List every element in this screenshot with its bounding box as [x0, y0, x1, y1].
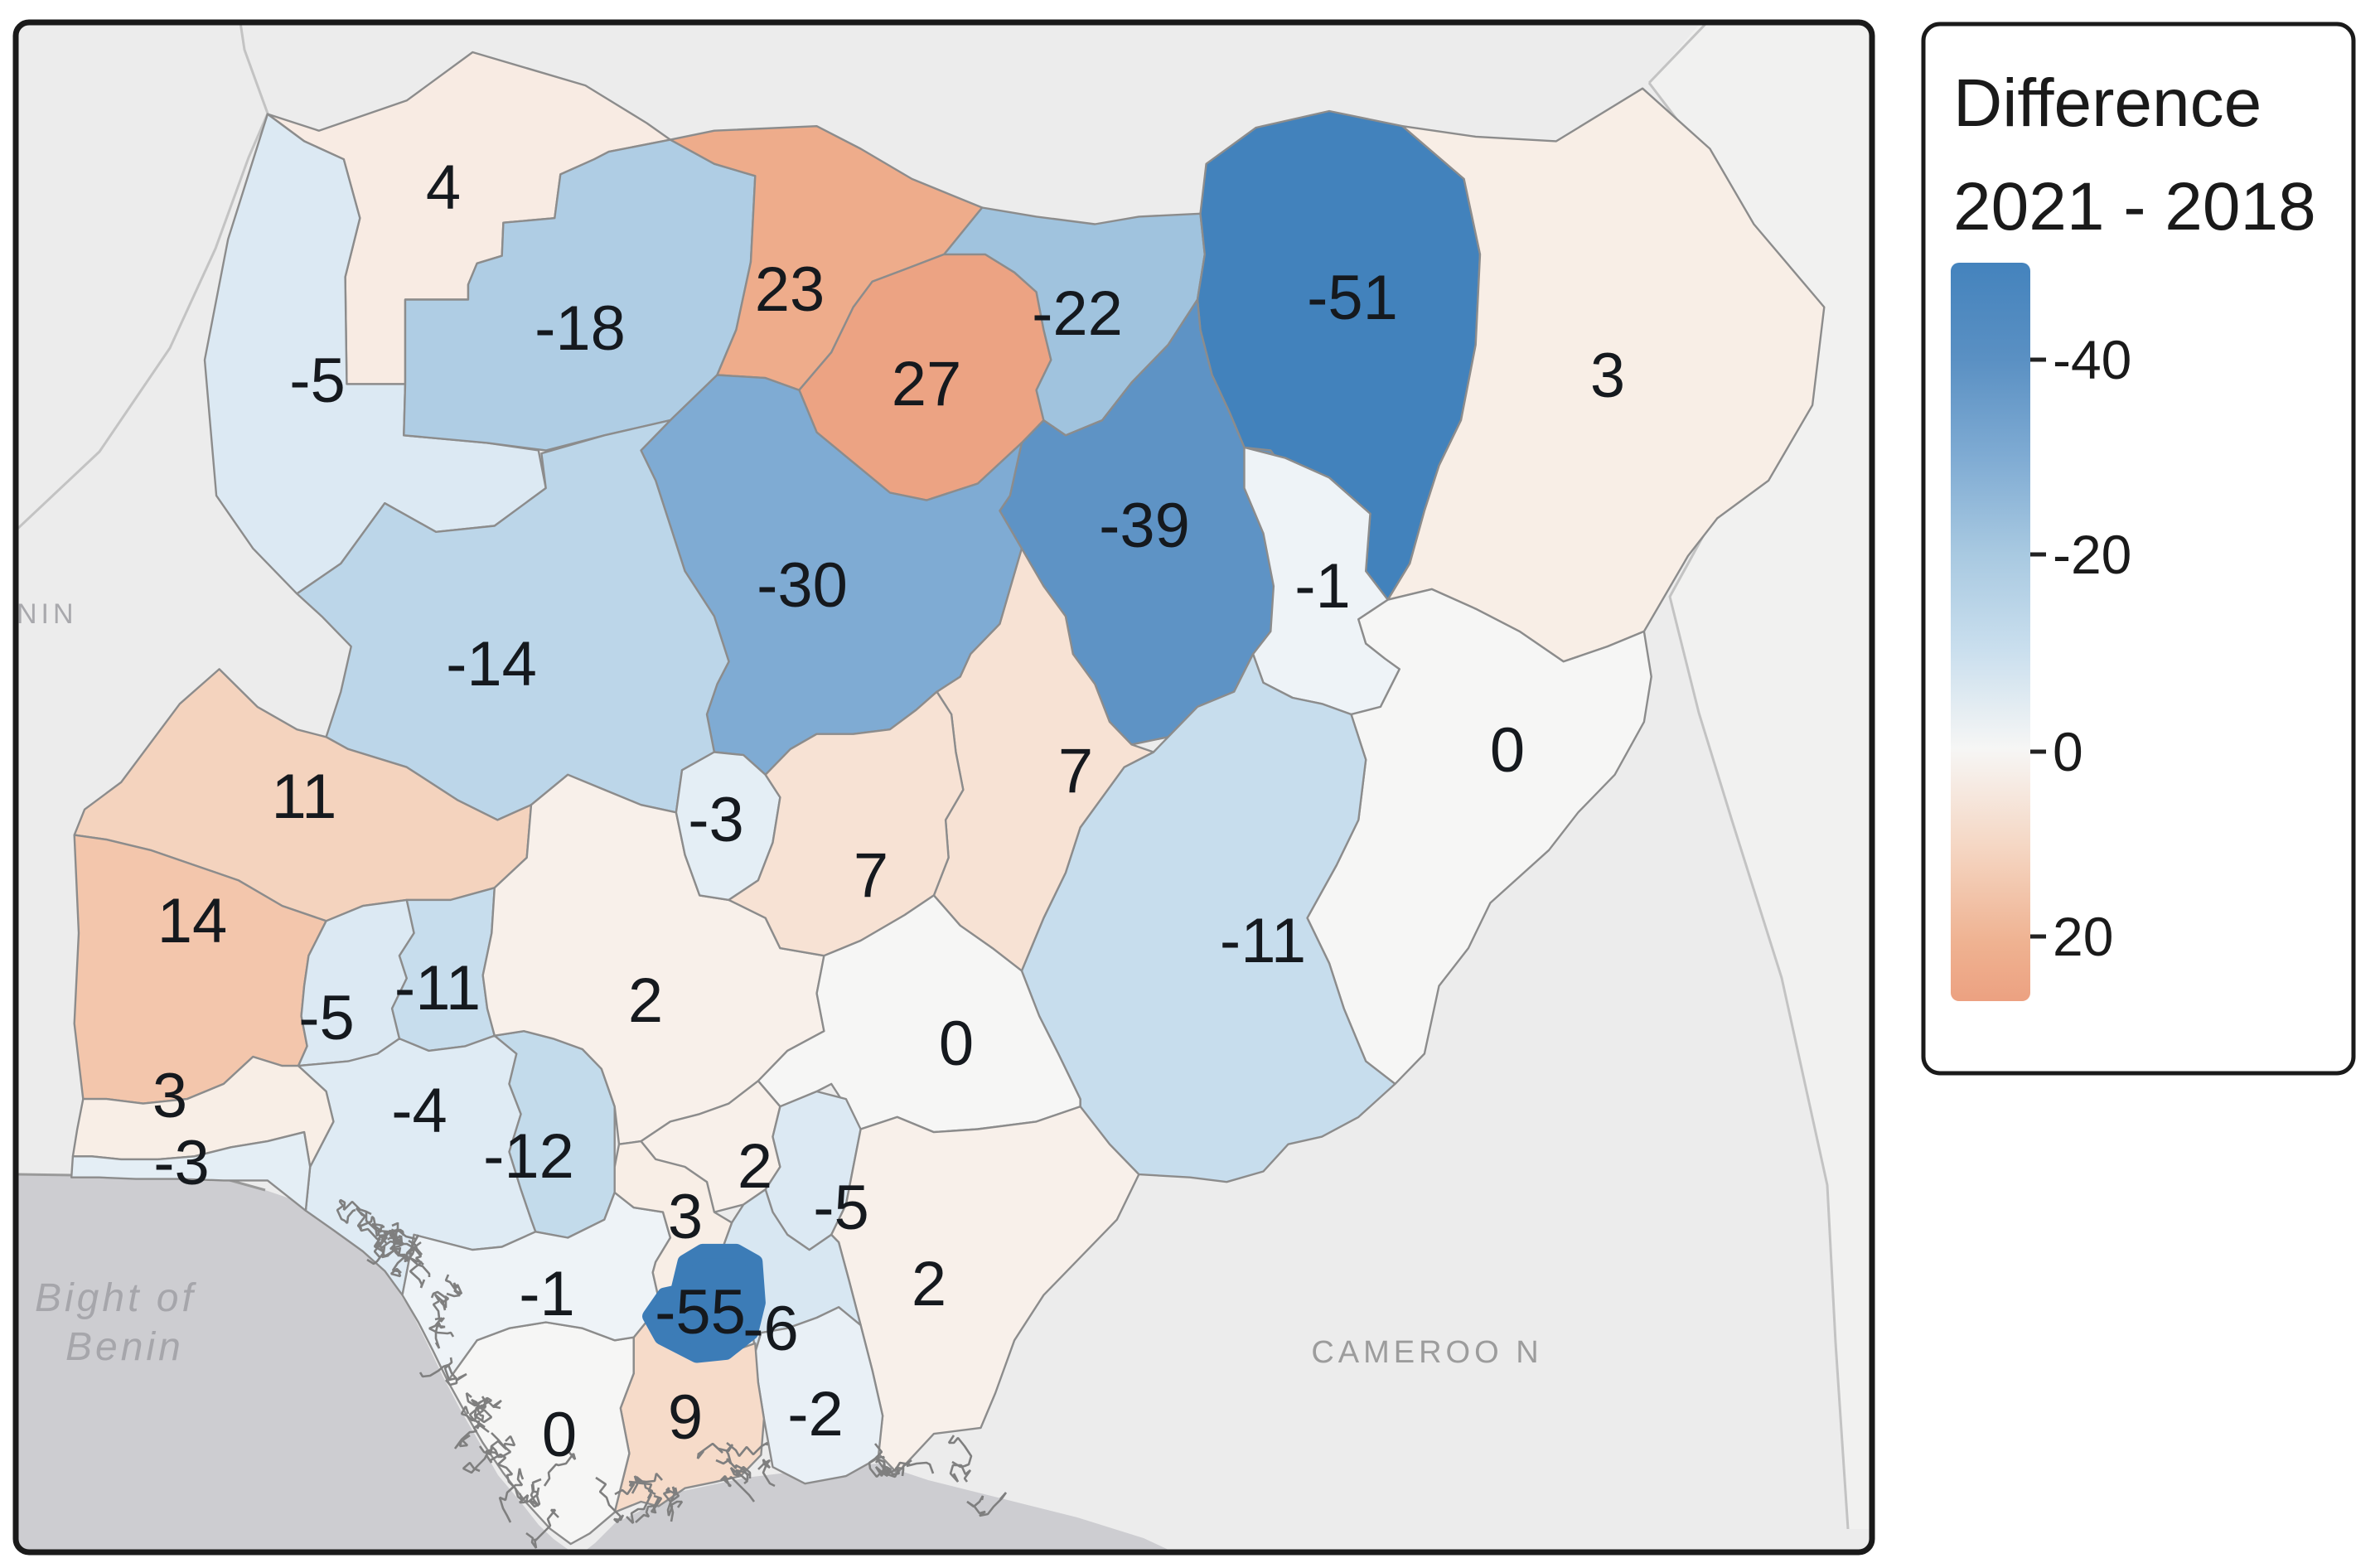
- svg-text:23: 23: [755, 254, 825, 325]
- svg-text:Benin: Benin: [65, 1325, 184, 1369]
- svg-text:-1: -1: [519, 1259, 575, 1329]
- svg-text:NIN: NIN: [17, 598, 78, 630]
- svg-text:-3: -3: [153, 1128, 210, 1198]
- svg-text:-5: -5: [813, 1173, 869, 1243]
- svg-text:-4: -4: [391, 1076, 447, 1146]
- svg-text:-51: -51: [1307, 263, 1398, 333]
- svg-text:9: 9: [668, 1382, 703, 1453]
- svg-text:3: 3: [152, 1061, 187, 1131]
- svg-text:-14: -14: [446, 629, 537, 699]
- svg-text:0: 0: [542, 1400, 577, 1470]
- svg-text:-12: -12: [483, 1121, 574, 1192]
- svg-text:-30: -30: [757, 550, 848, 621]
- svg-text:-1: -1: [1294, 551, 1351, 622]
- svg-text:Difference: Difference: [1953, 65, 2261, 141]
- svg-text:-20: -20: [2053, 524, 2131, 585]
- svg-text:11: 11: [272, 762, 337, 832]
- svg-text:-18: -18: [535, 293, 626, 364]
- svg-text:2: 2: [738, 1131, 772, 1202]
- svg-text:0: 0: [2053, 721, 2083, 782]
- svg-text:-3: -3: [688, 785, 744, 855]
- svg-text:-6: -6: [743, 1294, 799, 1364]
- svg-text:7: 7: [1058, 736, 1093, 806]
- svg-text:14: 14: [157, 886, 228, 956]
- svg-text:Bight of: Bight of: [35, 1276, 196, 1320]
- svg-text:-39: -39: [1099, 491, 1190, 561]
- svg-text:2: 2: [912, 1249, 946, 1319]
- svg-text:-5: -5: [289, 346, 346, 416]
- svg-text:20: 20: [2053, 906, 2113, 967]
- svg-text:2021 - 2018: 2021 - 2018: [1953, 169, 2316, 244]
- svg-text:3: 3: [1590, 341, 1625, 411]
- svg-text:7: 7: [854, 840, 888, 911]
- svg-text:2: 2: [628, 965, 663, 1036]
- svg-text:27: 27: [892, 349, 962, 419]
- svg-text:CAMEROO N: CAMEROO N: [1311, 1335, 1542, 1370]
- svg-text:-5: -5: [298, 983, 355, 1053]
- svg-text:-40: -40: [2053, 329, 2131, 390]
- svg-text:-11: -11: [1220, 906, 1306, 976]
- svg-text:0: 0: [1490, 715, 1525, 786]
- svg-text:4: 4: [426, 152, 461, 223]
- svg-text:-2: -2: [787, 1379, 844, 1449]
- svg-text:-22: -22: [1032, 278, 1123, 349]
- svg-text:-11: -11: [394, 953, 481, 1023]
- svg-text:0: 0: [939, 1009, 974, 1079]
- svg-text:-55: -55: [655, 1277, 746, 1348]
- svg-text:3: 3: [668, 1182, 703, 1252]
